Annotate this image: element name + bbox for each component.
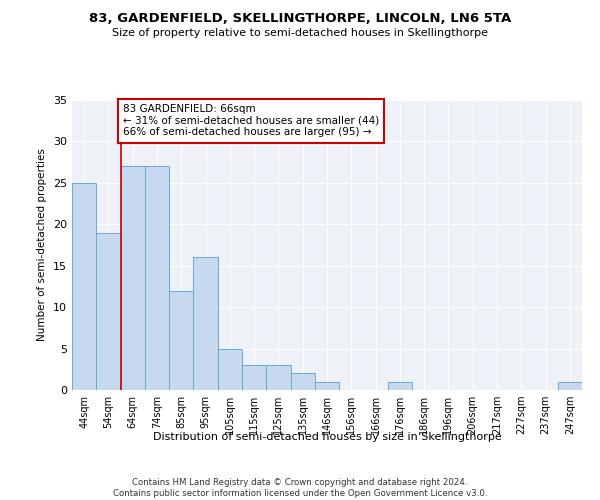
Bar	[121, 166, 145, 390]
Text: Distribution of semi-detached houses by size in Skellingthorpe: Distribution of semi-detached houses by …	[152, 432, 502, 442]
Text: 83, GARDENFIELD, SKELLINGTHORPE, LINCOLN, LN6 5TA: 83, GARDENFIELD, SKELLINGTHORPE, LINCOLN…	[89, 12, 511, 26]
Bar	[558, 382, 582, 390]
Bar	[242, 365, 266, 390]
Bar	[218, 348, 242, 390]
Bar	[315, 382, 339, 390]
Bar	[72, 183, 96, 390]
Bar	[145, 166, 169, 390]
Bar	[193, 258, 218, 390]
Bar	[96, 232, 121, 390]
Bar	[388, 382, 412, 390]
Text: Contains HM Land Registry data © Crown copyright and database right 2024.
Contai: Contains HM Land Registry data © Crown c…	[113, 478, 487, 498]
Bar	[290, 374, 315, 390]
Text: 83 GARDENFIELD: 66sqm
← 31% of semi-detached houses are smaller (44)
66% of semi: 83 GARDENFIELD: 66sqm ← 31% of semi-deta…	[123, 104, 379, 138]
Bar	[266, 365, 290, 390]
Text: Size of property relative to semi-detached houses in Skellingthorpe: Size of property relative to semi-detach…	[112, 28, 488, 38]
Y-axis label: Number of semi-detached properties: Number of semi-detached properties	[37, 148, 47, 342]
Bar	[169, 290, 193, 390]
